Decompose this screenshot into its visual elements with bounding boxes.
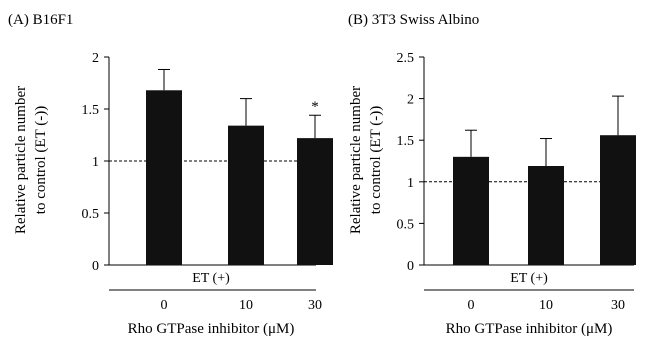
panel-a-title: (A) B16F1 [8, 12, 73, 28]
panel-b-y-ticks: 0 0.5 1 1.5 2 2.5 [397, 51, 424, 274]
panel-b-title: (B) 3T3 Swiss Albino [348, 12, 479, 28]
panel-a-ylabel-line-2: to control (ET (-)) [33, 106, 49, 214]
panel-b-y-tick-label: 1.5 [397, 134, 415, 149]
panel-b-y-tick-label: 1 [407, 176, 414, 191]
panel-b-y-tick-label: 0.5 [397, 217, 415, 232]
panel-a-x-category-label: 10 [239, 298, 253, 313]
panel-b-y-tick-label: 2 [407, 93, 414, 108]
panel-b-bars [453, 95, 636, 265]
panel-b-x-category-label: 10 [539, 298, 553, 313]
panel-a-bars: * [146, 68, 333, 265]
panel-b-ylabel-line-2: to control (ET (-)) [368, 106, 384, 214]
panel-b-x-categories: 0 10 30 [468, 298, 626, 313]
panel-a-ylabel: Relative particle number to control (ET … [13, 86, 49, 234]
panel-b-y-tick-label: 2.5 [397, 51, 415, 66]
panel-a-y-tick-label: 2 [92, 51, 99, 66]
panel-a-y-tick-label: 0 [92, 259, 99, 274]
panel-b-x-category-label: 0 [468, 298, 475, 313]
panel-b-bar [453, 156, 489, 265]
panel-a-y-tick-label: 1.5 [82, 103, 100, 118]
panel-a-significance-marker: * [311, 99, 319, 115]
panel-a: (A) B16F1 Relative particle number to co… [8, 12, 333, 337]
panel-a-x-category-label: 0 [161, 298, 168, 313]
panel-a-ylabel-line-1: Relative particle number [13, 86, 29, 234]
panel-b-bar [600, 135, 636, 265]
panel-a-bar [297, 138, 333, 265]
panel-a-xlabel: Rho GTPase inhibitor (μM) [128, 321, 295, 337]
panel-a-bar [228, 125, 264, 265]
panel-b-group-label: ET (+) [510, 271, 548, 286]
panel-a-y-tick-label: 0.5 [82, 207, 100, 222]
panel-a-x-categories: 0 10 30 [161, 298, 323, 313]
panel-b-bar [528, 165, 564, 265]
panel-b-y-tick-label: 0 [407, 259, 414, 274]
panel-b-ylabel: Relative particle number to control (ET … [348, 86, 384, 234]
panel-b-x-category-label: 30 [611, 298, 625, 313]
panel-a-bar [146, 90, 182, 265]
panel-b-ylabel-line-1: Relative particle number [348, 86, 364, 234]
panel-b: (B) 3T3 Swiss Albino Relative particle n… [348, 12, 636, 337]
panel-a-x-category-label: 30 [308, 298, 322, 313]
panel-a-y-ticks: 0 0.5 1 1.5 2 [82, 51, 109, 274]
panel-a-group-label: ET (+) [192, 271, 230, 286]
panel-b-xlabel: Rho GTPase inhibitor (μM) [446, 321, 613, 337]
panel-a-y-tick-label: 1 [92, 155, 99, 170]
